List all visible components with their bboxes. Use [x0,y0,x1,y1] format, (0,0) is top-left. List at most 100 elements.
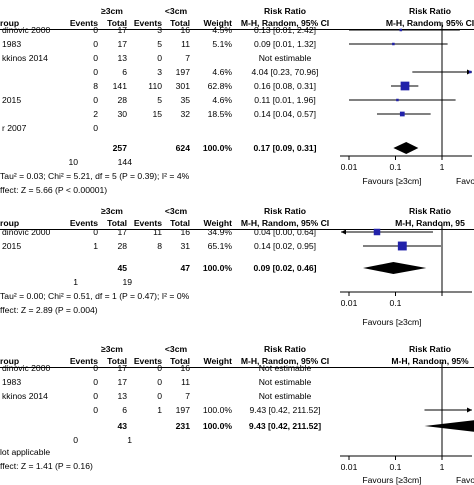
pooled-diamond [393,142,419,154]
ctrl-events-header: Events [133,218,162,228]
group-header: roup [0,356,20,366]
ctrl-total: 7 [185,53,190,63]
study-weight: 4.6% [212,95,232,105]
exp-events: 0 [93,53,98,63]
study-ci: 0.09 [0.01, 1.32] [253,39,317,49]
exp-total: 17 [117,227,127,237]
study-weight: 18.5% [207,109,232,119]
study-ci: 0.11 [0.01, 1.96] [254,95,316,105]
rr-method: M-H, Random, 95% CI [240,356,330,366]
ctrl-total: 31 [180,241,190,251]
header-divider [0,367,474,368]
study-ci: 0.14 [0.04, 0.57] [253,109,317,119]
ctrl-total: 11 [181,39,190,49]
rr-title-plot: Risk Ratio [408,206,452,216]
overall-effect-text: ffect: Z = 5.66 (P < 0.00001) [0,185,108,195]
x-tick-label: 0.01 [340,162,358,172]
study-marker [392,42,395,46]
rr-method-plot: M-H, Random, 95% CI [385,18,474,28]
ctrl-total-header: Total [170,218,190,228]
study-weight: 62.8% [207,81,232,91]
total-exp: 257 [112,143,127,153]
exp-events: 0 [93,67,98,77]
study-ci: Not estimable [258,53,312,63]
study-marker [399,111,405,117]
exp-events: 1 [93,241,98,251]
ctrl-events: 0 [157,363,162,373]
study-weight: 4.6% [212,67,232,77]
total-events-ctrl: 19 [122,277,132,287]
study-label: kkinos 2014 [2,391,48,401]
total-events-exp: 0 [73,435,78,445]
total-exp: 43 [117,421,127,431]
header-divider [0,229,474,230]
x-tick-label: 0.1 [389,298,402,308]
exp-total: 13 [117,53,127,63]
ctrl-events: 0 [157,391,162,401]
study-marker [373,228,381,236]
study-marker [397,241,407,251]
total-events-ctrl: 1 [127,435,132,445]
ctrl-total: 11 [181,377,190,387]
ctrl-events: 5 [157,39,162,49]
study-marker [400,81,410,91]
ctrl-events: 0 [157,377,162,387]
study-weight: 4.5% [212,25,232,35]
ctrl-events: 5 [157,95,162,105]
exp-total: 28 [117,241,127,251]
ctrl-events: 110 [148,81,162,91]
rr-title: Risk Ratio [263,6,307,16]
exp-group-header: ≥3cm [101,344,123,354]
total-weight: 100.0% [202,263,232,273]
total-ctrl: 47 [180,263,190,273]
exp-events-header: Events [69,356,98,366]
favours-left-label: Favours [≥3cm] [362,317,422,327]
ctrl-total: 16 [180,227,190,237]
rr-method-plot: M-H, Random, 95 [395,218,465,228]
exp-total-header: Total [107,18,127,28]
exp-events: 0 [93,39,98,49]
ctrl-events-header: Events [133,356,162,366]
overall-effect-text: ffect: Z = 1.41 (P = 0.16) [0,461,93,471]
study-ci: 0.13 [0.01, 2.42] [253,25,317,35]
exp-events: 0 [93,363,98,373]
forest-plot-area [340,362,474,460]
ctrl-group-header: <3cm [164,6,188,16]
ci-arrow-right [467,407,472,413]
ctrl-group-header: <3cm [164,206,188,216]
exp-group-header: ≥3cm [101,206,123,216]
rr-title-plot: Risk Ratio [408,344,452,354]
total-ci: 0.09 [0.02, 0.46] [253,263,317,273]
exp-total: 17 [117,39,127,49]
x-tick-label: 1 [439,162,445,172]
study-ci: Not estimable [258,377,312,387]
x-tick-label: 0.01 [340,298,358,308]
study-label: dinovic 2000 [2,25,51,35]
ctrl-total-header: Total [170,356,190,366]
rr-title: Risk Ratio [263,344,307,354]
study-weight: 65.1% [207,241,232,251]
exp-total: 13 [117,391,127,401]
weight-header: Weight [203,18,232,28]
study-label: r 2007 [2,123,27,133]
study-marker [396,98,399,102]
exp-total-header: Total [107,218,127,228]
study-label: 2015 [2,95,22,105]
x-tick-label: 0.1 [389,162,402,172]
overall-effect-text: ffect: Z = 2.89 (P = 0.004) [0,305,98,315]
exp-events: 2 [93,109,98,119]
group-header: roup [0,218,20,228]
forest-plot-area [340,224,472,296]
ctrl-total: 35 [180,95,190,105]
study-marker [468,70,472,74]
study-ci: 0.16 [0.08, 0.31] [253,81,317,91]
rr-method: M-H, Random, 95% CI [240,218,330,228]
heterogeneity-text: Tau² = 0.00; Chi² = 0.51, df = 1 (P = 0.… [0,291,190,301]
rr-method: M-H, Random, 95% CI [240,18,330,28]
pooled-diamond [424,420,474,432]
total-ci: 9.43 [0.42, 211.52] [248,421,322,431]
total-weight: 100.0% [202,143,232,153]
favours-left-label: Favours [≥3cm] [362,475,422,485]
study-weight: 34.9% [207,227,232,237]
ctrl-total: 16 [180,25,190,35]
